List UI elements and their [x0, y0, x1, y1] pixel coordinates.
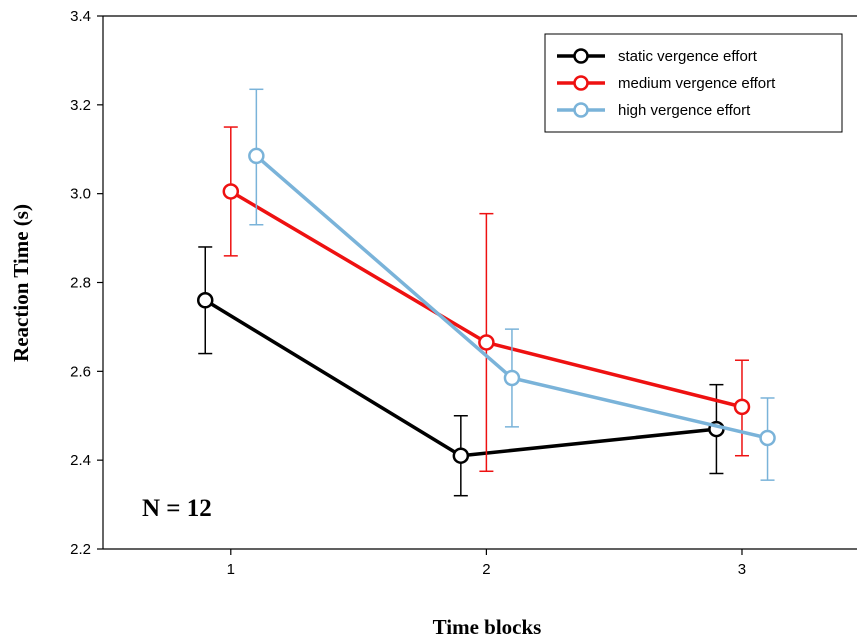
legend: static vergence effort medium vergence ef… [544, 33, 843, 133]
series-3 [248, 88, 776, 481]
legend-label: high vergence effort [618, 102, 751, 119]
legend-label: medium vergence effort [618, 75, 776, 92]
legend-swatch-marker [573, 48, 589, 64]
legend-label: static vergence effort [618, 48, 758, 65]
data-point [196, 292, 214, 309]
legend-item: high vergence effort [557, 102, 751, 119]
y-tick-label: 3.2 [70, 97, 91, 114]
y-tick-label: 3.4 [70, 8, 91, 25]
data-point [478, 334, 495, 351]
legend-item: static vergence effort [557, 48, 758, 65]
y-axis-title: Reaction Time (s) [9, 204, 33, 362]
y-tick-label: 2.6 [70, 363, 91, 380]
data-point [733, 398, 751, 416]
axes: 2.2 2.4 2.6 2.8 3.0 3.2 3.4 1 2 3 [70, 8, 857, 578]
y-tick-label: 2.4 [70, 452, 91, 469]
y-tick-label: 2.2 [70, 541, 91, 558]
data-point [503, 369, 521, 387]
legend-item: medium vergence effort [557, 75, 776, 92]
x-tick-label: 2 [482, 561, 490, 578]
data-point [452, 447, 470, 464]
y-tick-label: 3.0 [70, 186, 91, 203]
series-layer [196, 88, 776, 497]
x-tick-label: 3 [738, 561, 746, 578]
series-1 [196, 246, 725, 497]
series-2 [222, 126, 751, 473]
data-point [248, 147, 265, 165]
data-point [759, 429, 776, 447]
data-point [222, 183, 240, 200]
x-tick-label: 1 [227, 561, 235, 578]
legend-swatch-marker [573, 75, 589, 91]
x-axis-title: Time blocks [433, 615, 542, 639]
sample-size-annotation: N = 12 [142, 495, 212, 522]
y-tick-label: 2.8 [70, 275, 91, 292]
legend-swatch-marker [573, 102, 589, 118]
